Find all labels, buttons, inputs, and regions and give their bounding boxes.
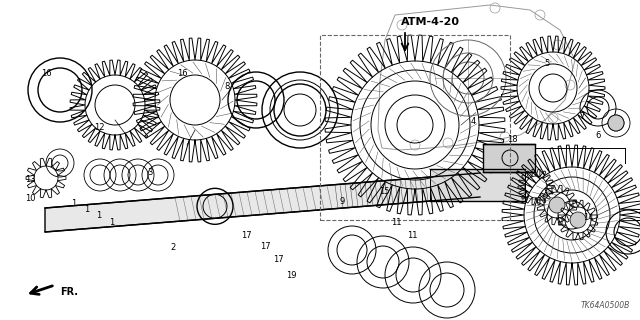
Text: 14: 14 bbox=[584, 213, 594, 222]
Text: 19: 19 bbox=[286, 271, 296, 280]
Text: 7: 7 bbox=[580, 112, 585, 121]
Polygon shape bbox=[430, 169, 525, 201]
Text: 6: 6 bbox=[596, 132, 601, 140]
Text: 3: 3 bbox=[148, 168, 153, 177]
Circle shape bbox=[549, 197, 565, 213]
Text: 17: 17 bbox=[273, 255, 284, 264]
Text: ATM-4-20: ATM-4-20 bbox=[401, 17, 460, 27]
Text: 12: 12 bbox=[94, 124, 104, 132]
Text: 1: 1 bbox=[97, 212, 102, 220]
Text: FR.: FR. bbox=[60, 287, 78, 297]
Text: 8: 8 bbox=[225, 82, 230, 91]
Text: 17: 17 bbox=[260, 242, 271, 251]
Text: 11: 11 bbox=[408, 231, 418, 240]
Circle shape bbox=[608, 115, 624, 131]
Text: 17: 17 bbox=[241, 231, 252, 240]
Text: 9: 9 bbox=[340, 197, 345, 206]
Text: 5: 5 bbox=[545, 60, 550, 68]
Text: 2: 2 bbox=[170, 244, 175, 252]
Text: 1: 1 bbox=[84, 205, 89, 214]
Text: 1: 1 bbox=[109, 218, 115, 227]
Text: 18: 18 bbox=[507, 135, 517, 144]
Text: TK64A0500B: TK64A0500B bbox=[580, 301, 630, 310]
Text: 13: 13 bbox=[26, 175, 36, 184]
Bar bbox=[483, 144, 535, 172]
Text: 16: 16 bbox=[177, 69, 188, 78]
Text: 1: 1 bbox=[71, 199, 76, 208]
Polygon shape bbox=[45, 173, 480, 232]
Text: 16: 16 bbox=[41, 69, 51, 78]
Text: 10: 10 bbox=[26, 194, 36, 203]
Circle shape bbox=[570, 212, 586, 228]
Text: 11: 11 bbox=[392, 218, 402, 227]
Text: 4: 4 bbox=[471, 117, 476, 126]
Bar bbox=[320, 35, 510, 220]
Text: 15: 15 bbox=[379, 188, 389, 196]
